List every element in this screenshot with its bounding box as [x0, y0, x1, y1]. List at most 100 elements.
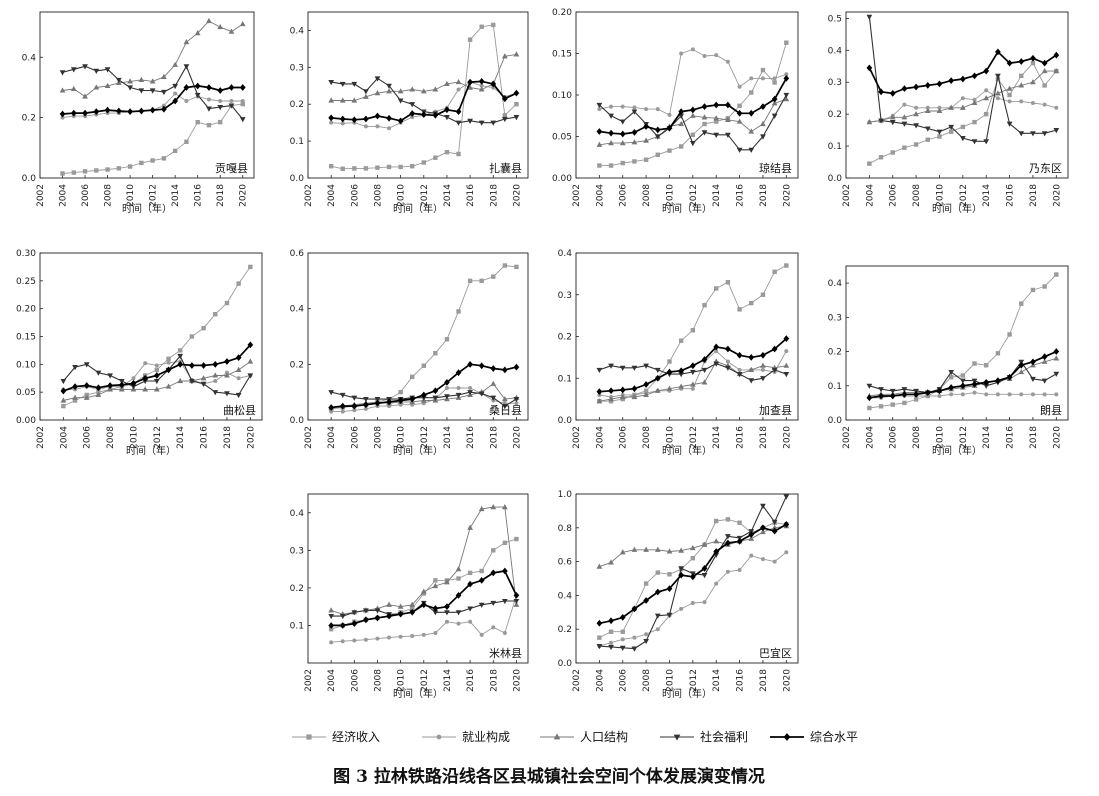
data-point-comp — [363, 616, 369, 624]
data-point-emp — [784, 349, 789, 354]
data-point-emp — [725, 359, 730, 364]
data-point-pop — [783, 362, 790, 368]
data-point-wel — [177, 353, 184, 360]
y-tick-label: 0.4 — [828, 279, 843, 289]
data-point-pop — [748, 366, 755, 372]
data-point-pop — [596, 563, 603, 569]
data-point-wel — [513, 397, 520, 403]
x-axis-label: 时间（年） — [122, 202, 172, 215]
x-tick-label: 2002 — [572, 184, 582, 207]
data-point-comp — [666, 368, 673, 376]
data-point-wel — [60, 378, 67, 385]
data-point-comp — [363, 115, 369, 123]
data-point-pop — [228, 28, 235, 34]
data-point-comp — [901, 390, 908, 398]
data-point-comp — [713, 548, 720, 555]
data-point-comp — [725, 101, 731, 109]
data-point-pop — [701, 541, 708, 547]
y-tick-label: 0.5 — [828, 14, 842, 24]
panel-title: 琼结县 — [759, 161, 792, 175]
series-comp — [866, 48, 1060, 97]
x-tick-label: 2016 — [1006, 426, 1016, 449]
data-point-wel — [72, 365, 78, 371]
data-point-wel — [1030, 376, 1036, 383]
data-point-comp — [444, 106, 450, 114]
series-line-pop — [62, 20, 243, 97]
data-point-econ — [467, 570, 473, 576]
data-point-econ — [1042, 284, 1047, 289]
data-point-comp — [351, 620, 358, 627]
data-point-comp — [1018, 361, 1025, 369]
data-point-comp — [386, 612, 392, 620]
data-point-econ — [195, 119, 200, 125]
data-point-comp — [995, 48, 1001, 56]
data-point-emp — [1019, 392, 1024, 397]
series-emp — [597, 550, 789, 649]
data-point-pop — [118, 386, 125, 392]
x-tick-label: 2012 — [689, 184, 699, 207]
data-point-comp — [397, 610, 404, 618]
data-point-econ — [655, 570, 660, 575]
data-point-emp — [984, 392, 989, 397]
y-tick-label: 0.15 — [16, 333, 36, 343]
data-point-wel — [513, 598, 520, 605]
data-point-pop — [490, 504, 497, 510]
series-line-econ — [63, 266, 251, 407]
data-point-econ — [224, 300, 230, 306]
data-point-emp — [131, 376, 136, 381]
data-point-wel — [386, 83, 392, 89]
data-point-wel — [363, 608, 369, 614]
data-point-comp — [901, 85, 908, 92]
data-point-emp — [184, 99, 189, 104]
x-tick-label: 2016 — [466, 669, 476, 692]
x-tick-label: 2016 — [466, 184, 476, 207]
data-point-pop — [95, 391, 102, 398]
data-point-comp — [339, 622, 346, 629]
data-point-emp — [784, 550, 789, 555]
data-point-econ — [398, 164, 403, 170]
data-point-wel — [736, 371, 743, 378]
y-tick-label: 0.20 — [552, 8, 572, 18]
data-point-pop — [212, 372, 219, 378]
data-point-econ — [502, 113, 508, 118]
data-point-econ — [984, 363, 989, 368]
data-point-wel — [82, 64, 88, 70]
data-point-econ — [737, 520, 742, 525]
data-point-emp — [772, 76, 777, 81]
data-point-econ — [737, 307, 742, 312]
data-point-econ — [1030, 60, 1036, 66]
data-point-pop — [760, 528, 766, 535]
data-point-comp — [455, 369, 462, 377]
data-point-wel — [444, 394, 450, 400]
data-point-econ — [608, 399, 614, 404]
data-point-econ — [725, 517, 731, 522]
data-point-econ — [479, 278, 484, 284]
data-point-econ — [410, 163, 415, 169]
y-tick-label: 0.4 — [290, 305, 305, 315]
data-point-emp — [398, 634, 403, 639]
series-line-econ — [599, 265, 787, 402]
data-point-wel — [501, 598, 508, 605]
data-point-pop — [713, 115, 720, 121]
data-point-wel — [95, 370, 102, 376]
data-point-comp — [194, 82, 201, 90]
data-point-econ — [433, 351, 438, 356]
data-point-comp — [983, 67, 990, 75]
y-tick-label: 0.0 — [558, 659, 573, 669]
x-tick-label: 2008 — [106, 426, 116, 449]
data-point-pop — [444, 579, 450, 585]
series-comp — [596, 75, 790, 138]
data-point-pop — [206, 17, 212, 24]
data-point-wel — [948, 124, 955, 131]
data-point-comp — [478, 362, 485, 370]
data-point-wel — [490, 600, 497, 607]
data-point-comp — [444, 603, 450, 611]
data-point-wel — [983, 383, 990, 389]
panel-3: 0.0 0.1 0.2 0.3 0.4 0.5 2002 2004 2006 2008 2010 20… — [828, 11, 1069, 215]
data-point-econ — [913, 142, 919, 147]
data-point-emp — [749, 553, 754, 558]
data-point-wel — [748, 147, 755, 153]
x-tick-label: 2020 — [512, 184, 522, 207]
panel-title: 米林县 — [489, 646, 522, 660]
x-tick-label: 2008 — [373, 184, 383, 207]
